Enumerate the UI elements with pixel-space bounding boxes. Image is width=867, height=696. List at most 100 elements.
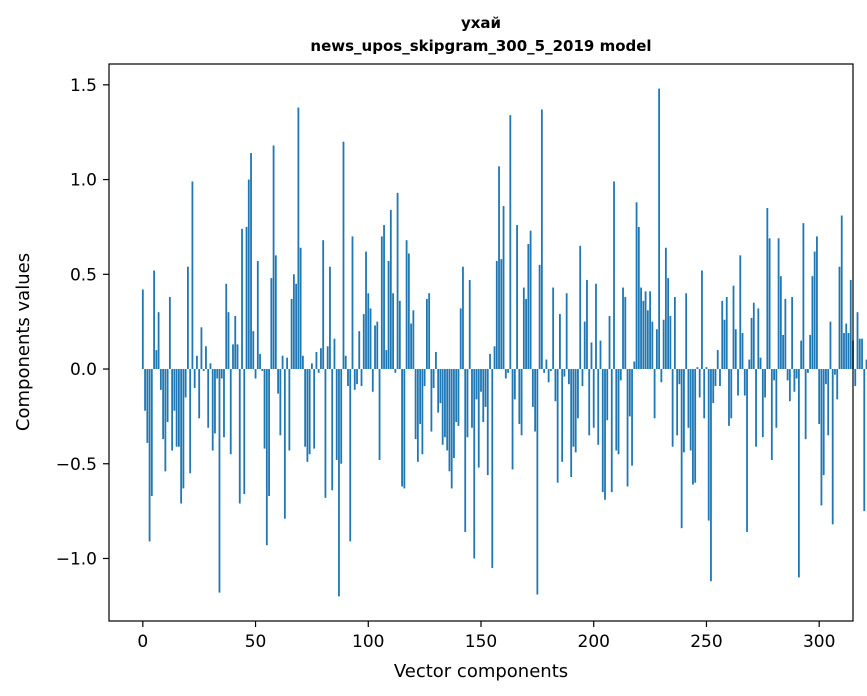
bar xyxy=(155,350,158,370)
plot-frame xyxy=(108,63,854,622)
bar xyxy=(518,369,521,424)
bar xyxy=(818,369,821,424)
bar xyxy=(207,369,210,428)
bar xyxy=(378,369,381,460)
bar xyxy=(626,369,629,487)
bar xyxy=(825,369,827,385)
bar xyxy=(457,369,460,426)
bar xyxy=(606,369,609,421)
bar xyxy=(320,348,322,370)
bar xyxy=(755,369,757,447)
bar xyxy=(635,202,638,370)
y-tick-label: −1.0 xyxy=(56,549,97,569)
bar xyxy=(764,369,766,398)
bar xyxy=(265,369,268,546)
y-axis-label: Components values xyxy=(13,253,34,431)
bar xyxy=(766,207,769,370)
bar xyxy=(144,369,146,411)
bar xyxy=(243,369,246,495)
bar xyxy=(800,340,803,370)
x-tick-label: 0 xyxy=(137,632,148,652)
bar xyxy=(599,340,602,370)
bar xyxy=(297,107,300,370)
bar xyxy=(308,369,311,455)
bar xyxy=(241,228,243,370)
bar xyxy=(834,369,836,375)
bar xyxy=(820,369,823,506)
bar xyxy=(362,314,365,370)
bar xyxy=(225,283,228,370)
x-axis-label: Vector components xyxy=(394,661,568,682)
bar xyxy=(822,369,825,476)
bar xyxy=(719,369,721,387)
bar xyxy=(502,206,505,370)
bar xyxy=(531,369,534,407)
bar xyxy=(432,369,435,388)
y-tick-label: 0.0 xyxy=(70,360,97,380)
bar xyxy=(313,369,316,449)
bar xyxy=(583,321,586,370)
bar xyxy=(804,369,807,440)
bar xyxy=(556,369,559,483)
bar xyxy=(631,369,633,466)
bar xyxy=(392,293,394,370)
bar xyxy=(387,261,390,370)
bar xyxy=(637,226,640,370)
bar xyxy=(570,369,573,478)
bar xyxy=(196,355,198,370)
bar xyxy=(259,353,261,370)
bar xyxy=(687,369,690,428)
bar xyxy=(601,369,604,493)
bar xyxy=(198,369,201,419)
bar xyxy=(466,369,469,438)
bar xyxy=(563,369,566,377)
bar xyxy=(486,369,489,476)
bar xyxy=(543,369,546,373)
bar xyxy=(159,369,162,390)
bar xyxy=(547,369,550,383)
y-tick-label: −0.5 xyxy=(56,455,97,475)
bar xyxy=(624,297,627,370)
bar xyxy=(791,297,794,370)
bar xyxy=(527,243,530,370)
bar xyxy=(263,369,266,449)
bar xyxy=(538,264,541,370)
bar xyxy=(168,297,171,370)
bar xyxy=(322,240,325,370)
bar xyxy=(471,369,473,428)
bar xyxy=(344,355,347,370)
bar xyxy=(658,88,661,370)
bar xyxy=(331,369,334,491)
chart-title: ухай xyxy=(461,14,501,32)
chart-subtitle: news_upos_skipgram_300_5_2019 model xyxy=(310,37,651,55)
bar xyxy=(385,350,388,370)
bar xyxy=(622,287,624,370)
bar xyxy=(728,369,730,426)
bar xyxy=(831,369,834,525)
bar xyxy=(489,353,491,370)
bar xyxy=(162,369,165,440)
bar xyxy=(414,369,417,440)
bar xyxy=(552,287,555,370)
bar xyxy=(383,225,385,370)
bar xyxy=(444,369,446,438)
bar xyxy=(797,369,800,578)
bar xyxy=(858,338,861,370)
x-tick-label: 150 xyxy=(465,632,497,652)
bar xyxy=(646,310,649,370)
bar xyxy=(861,338,863,370)
bar xyxy=(504,369,507,379)
bar xyxy=(516,225,518,370)
bar xyxy=(714,369,717,387)
bar xyxy=(202,369,205,371)
bar xyxy=(597,369,600,445)
x-axis: 0 50 100 150 200 250 300 xyxy=(137,621,835,652)
bar xyxy=(353,369,356,390)
bar xyxy=(604,369,606,500)
bar xyxy=(761,369,764,438)
bar xyxy=(579,245,582,370)
bar xyxy=(493,346,496,370)
bar xyxy=(554,369,557,402)
bar xyxy=(676,369,679,436)
bar xyxy=(613,181,615,370)
